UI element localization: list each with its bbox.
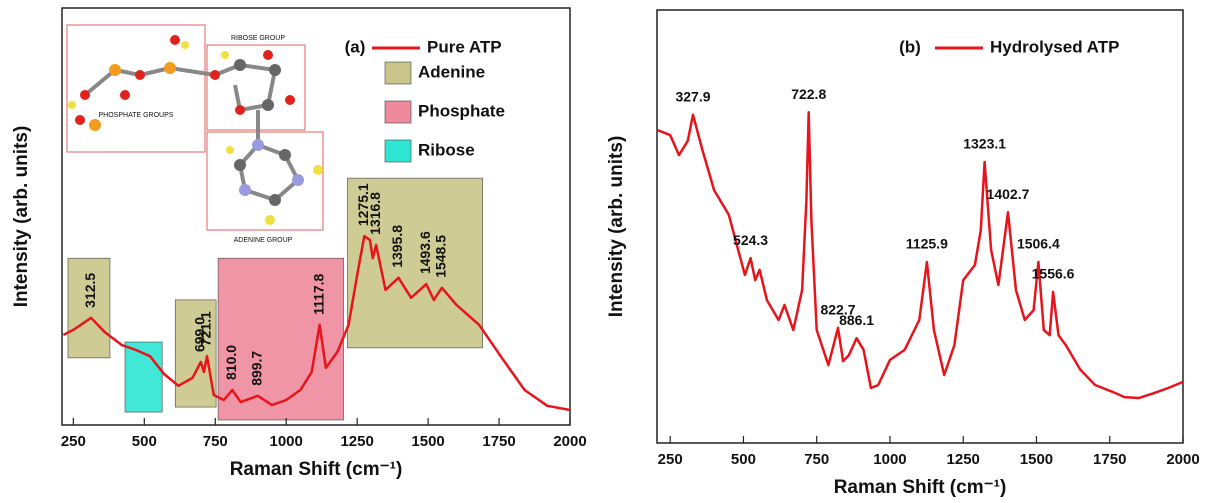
x-axis-label: Raman Shift (cm⁻¹): [834, 477, 1007, 498]
panel-label: (a): [345, 37, 366, 56]
peak-label: 1556.6: [1032, 266, 1075, 282]
x-tick-label: 1500: [411, 433, 444, 450]
peak-label: 822.7: [820, 302, 855, 318]
plot-frame: [656, 9, 1184, 444]
peak-label: 1316.8: [367, 192, 383, 235]
peak-label: 886.1: [839, 312, 874, 328]
peak-label: 327.9: [675, 88, 710, 104]
x-tick-label: 750: [804, 451, 829, 468]
legend-label: Hydrolysed ATP: [990, 37, 1119, 56]
peak-label: 1493.6: [417, 231, 433, 274]
x-tick-label: 500: [731, 451, 756, 468]
x-tick-label: 1250: [340, 433, 373, 450]
x-tick-label: 750: [203, 433, 228, 450]
x-tick-label: 2000: [553, 433, 586, 450]
peak-label: 1117.8: [310, 273, 326, 314]
region-box: [347, 177, 483, 349]
x-tick-label: 2000: [1166, 451, 1199, 468]
x-tick-label: 1750: [482, 433, 515, 450]
peak-label: 1402.7: [987, 186, 1030, 202]
x-tick-label: 1750: [1093, 451, 1126, 468]
legend-label: Phosphate: [418, 101, 505, 120]
x-tick-label: 1250: [947, 451, 980, 468]
peak-label: 1548.5: [433, 235, 449, 278]
panel-label: (b): [899, 37, 921, 56]
inset-label: RIBOSE GROUP: [231, 35, 285, 42]
region-box: [174, 299, 217, 408]
legend-swatch: [384, 139, 412, 163]
peak-label: 524.3: [733, 232, 768, 248]
peak-label: 1125.9: [906, 236, 948, 252]
x-tick-label: 250: [61, 433, 86, 450]
peak-label: 699.0: [191, 317, 207, 352]
legend-label: Pure ATP: [427, 37, 502, 56]
peak-label: 722.8: [791, 86, 826, 102]
peak-label: 1275.1: [355, 183, 371, 226]
y-axis-label: Intensity (arb. units): [11, 126, 32, 308]
peak-label: 312.5: [82, 273, 98, 308]
peak-label: 899.7: [248, 351, 264, 386]
atoms: [68, 35, 323, 225]
legend-swatch: [384, 100, 412, 124]
y-axis-label: Intensity (arb. units): [606, 136, 627, 318]
plot-frame: [61, 7, 571, 426]
legend-swatch: [384, 61, 412, 85]
spectrum-line: [656, 110, 1184, 400]
x-tick-label: 500: [132, 433, 157, 450]
x-axis-label: Raman Shift (cm⁻¹): [230, 459, 403, 480]
x-tick-label: 1500: [1020, 451, 1053, 468]
spectrum-line: [62, 234, 571, 412]
x-tick-label: 1000: [873, 451, 906, 468]
legend-label: Adenine: [418, 62, 485, 81]
legend-label: Ribose: [418, 140, 475, 159]
region-box: [67, 257, 111, 359]
peak-label: 721.1: [198, 311, 214, 346]
peak-label: 1506.4: [1017, 236, 1060, 252]
peak-label: 1323.1: [963, 136, 1006, 152]
x-tick-label: 250: [658, 451, 683, 468]
x-tick-label: 1000: [270, 433, 303, 450]
peak-label: 810.0: [223, 345, 239, 380]
molecule-inset: RIBOSE GROUP PHOSPHATE GROUPS ADENINE GR…: [66, 24, 324, 244]
inset-label: PHOSPHATE GROUPS: [99, 112, 174, 119]
peak-label: 1395.8: [389, 225, 405, 268]
inset-label: ADENINE GROUP: [234, 237, 293, 244]
